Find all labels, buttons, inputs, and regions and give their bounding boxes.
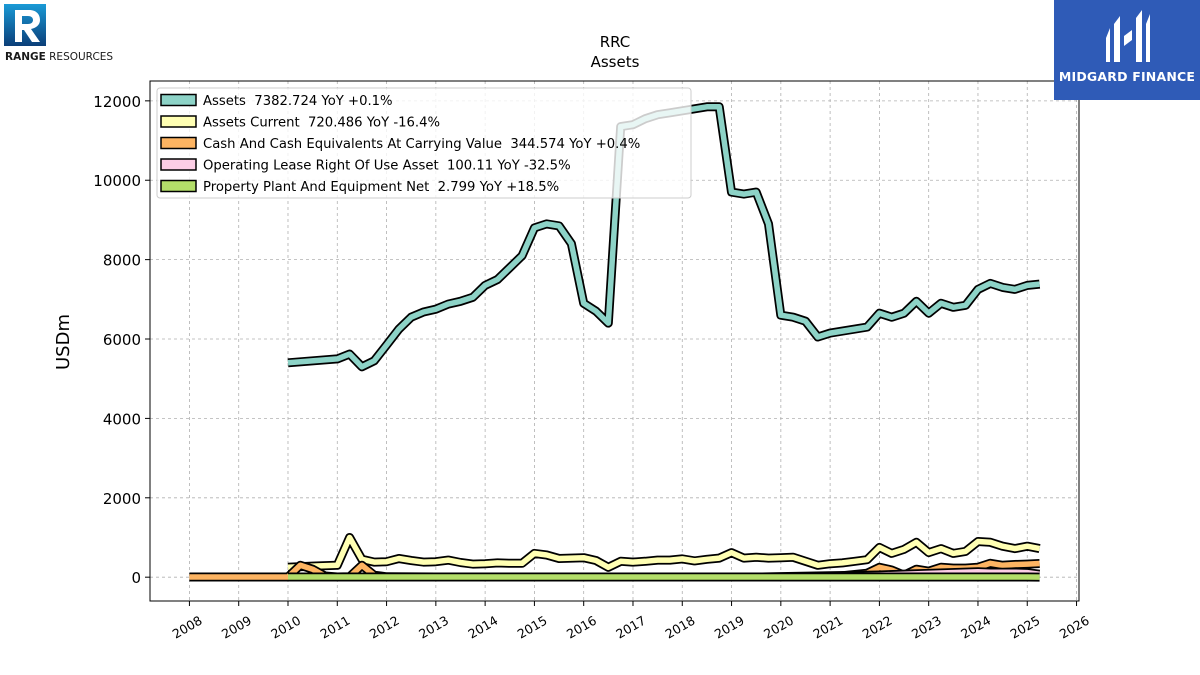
- legend-label: Assets 7382.724 YoY +0.1%: [203, 94, 393, 109]
- x-tick-label: 2010: [268, 613, 303, 642]
- x-tick-label: 2025: [1007, 613, 1042, 642]
- y-tick-label: 12000: [93, 93, 141, 111]
- legend-swatch: [160, 93, 197, 107]
- legend-label: Operating Lease Right Of Use Asset 100.1…: [203, 159, 571, 174]
- x-axis: 2008 2009 2010 2011 2012 2013 2014 2015 2016 2017…: [170, 601, 1092, 642]
- legend-swatch: [160, 136, 197, 150]
- x-tick-label: 2008: [170, 613, 205, 642]
- x-tick-label: 2013: [416, 613, 451, 642]
- legend-label: Assets Current 720.486 YoY -16.4%: [203, 116, 440, 131]
- legend-swatch: [160, 158, 197, 171]
- x-tick-label: 2017: [613, 613, 648, 642]
- series-line: [287, 534, 1041, 571]
- range-resources-logo: RANGE RESOURCES: [4, 4, 124, 64]
- x-tick-label: 2023: [909, 613, 944, 642]
- y-tick-label: 2000: [103, 490, 141, 508]
- x-tick-label: 2022: [860, 613, 895, 642]
- legend-label: Property Plant And Equipment Net 2.799 Y…: [203, 180, 559, 195]
- y-tick-label: 4000: [103, 410, 141, 428]
- y-axis-label: USDm: [53, 314, 74, 370]
- y-tick-label: 6000: [103, 331, 141, 349]
- legend-swatch: [160, 179, 197, 193]
- y-axis: 0 2000 4000 6000 8000 10000 12000: [93, 93, 150, 587]
- x-tick-label: 2019: [712, 613, 747, 642]
- legend-swatch: [160, 115, 197, 128]
- x-tick-label: 2011: [318, 613, 353, 642]
- x-tick-label: 2016: [564, 613, 599, 642]
- x-tick-label: 2015: [515, 613, 550, 642]
- x-tick-label: 2012: [367, 613, 402, 642]
- x-tick-label: 2014: [465, 613, 500, 642]
- midgard-wordmark: MIDGARD FINANCE: [1058, 69, 1196, 84]
- x-tick-label: 2024: [958, 613, 993, 642]
- range-resources-wordmark: RANGE RESOURCES: [5, 51, 114, 63]
- range-resources-emblem-icon: [4, 4, 46, 46]
- chart-title: RRC: [600, 33, 631, 51]
- x-tick-label: 2018: [662, 613, 697, 642]
- legend: Assets 7382.724 YoY +0.1% Assets Current …: [156, 87, 692, 199]
- plot-frame: [149, 80, 1080, 602]
- x-tick-label: 2020: [761, 613, 796, 642]
- x-tick-label: 2026: [1057, 613, 1092, 642]
- x-tick-label: 2021: [810, 613, 845, 642]
- y-tick-label: 10000: [93, 172, 141, 190]
- y-tick-label: 0: [131, 569, 141, 587]
- chart-subtitle: Assets: [591, 53, 640, 71]
- midgard-emblem-icon: [1106, 10, 1150, 62]
- x-tick-label: 2009: [219, 613, 254, 642]
- legend-label: Cash And Cash Equivalents At Carrying Va…: [203, 137, 640, 152]
- legend-box: [156, 87, 692, 199]
- midgard-finance-logo: MIDGARD FINANCE: [1054, 0, 1200, 100]
- y-tick-label: 8000: [103, 252, 141, 270]
